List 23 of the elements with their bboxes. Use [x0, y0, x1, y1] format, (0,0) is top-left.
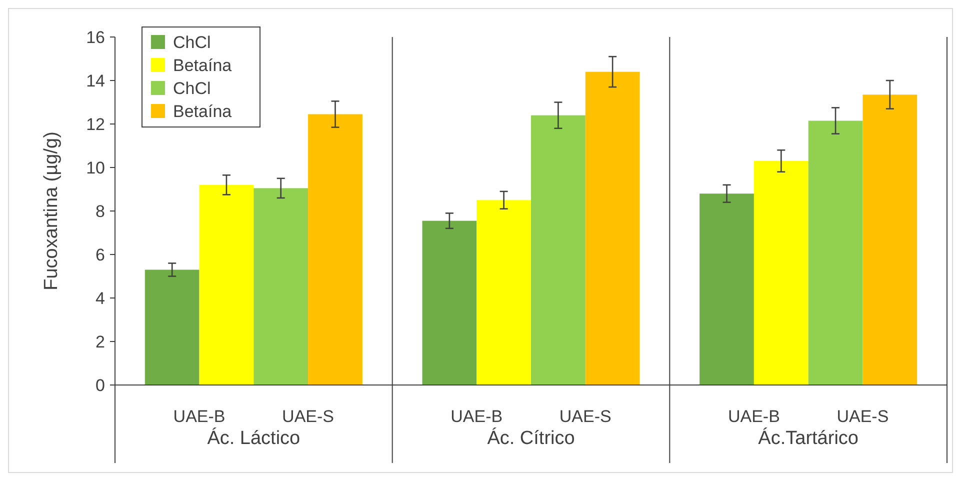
- text: UAE-B: [450, 407, 503, 426]
- y-tick-label: 2: [96, 332, 105, 352]
- y-tick-label: 16: [86, 28, 105, 47]
- y-tick-label: 0: [96, 376, 105, 395]
- y-tick-label: 4: [96, 288, 105, 308]
- legend-label: Betaína: [173, 102, 232, 121]
- text: UAE-S: [559, 407, 612, 426]
- x-tick-label: Ác. Láctico: [207, 427, 300, 449]
- y-tick-label: 10: [86, 158, 105, 178]
- legend-label: ChCl: [173, 78, 211, 98]
- text: UAE-S: [282, 407, 334, 426]
- text: UAE-B: [728, 407, 780, 426]
- x-tick-label: Ác.Tartárico: [758, 427, 858, 449]
- y-tick-label: 14: [86, 71, 105, 90]
- y-tick-label: 8: [96, 202, 105, 221]
- x-tick-label: Ác. Cítrico: [487, 427, 575, 449]
- text: UAE-B: [173, 407, 226, 426]
- y-axis-title: Fucoxantina (µg/g): [41, 132, 62, 290]
- y-tick-label: 12: [86, 114, 105, 134]
- legend-label: Betaína: [173, 56, 232, 75]
- legend-label: ChCl: [173, 32, 211, 52]
- text: UAE-S: [836, 407, 889, 426]
- y-tick-label: 6: [96, 245, 105, 264]
